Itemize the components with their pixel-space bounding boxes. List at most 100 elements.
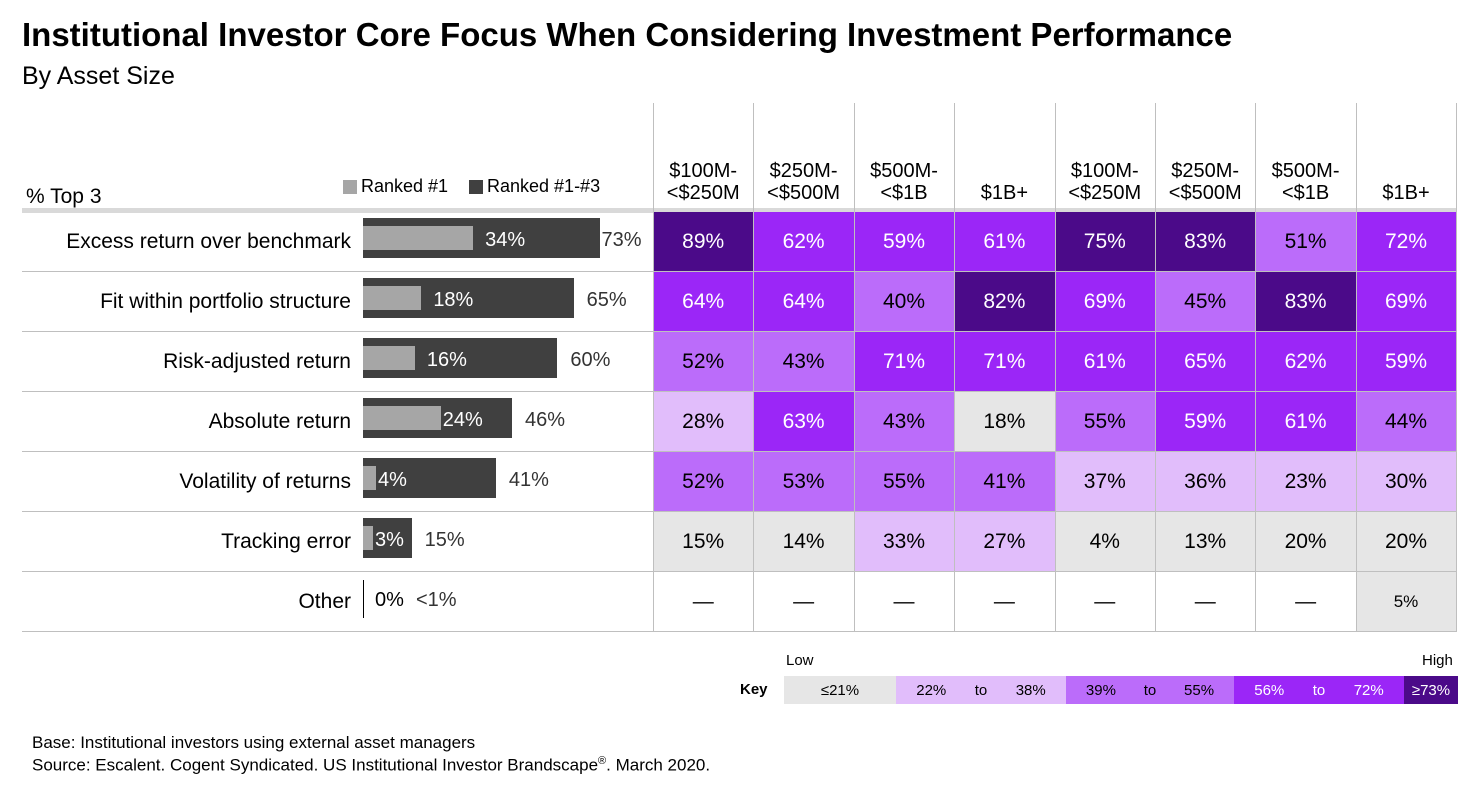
heatmap-cell: 5% (1355, 572, 1457, 632)
column-divider (653, 103, 654, 632)
column-header-line2: $1B+ (1382, 182, 1430, 204)
key-bin-from: 39% (1085, 681, 1116, 699)
row-divider (22, 391, 1456, 392)
chart-subtitle: By Asset Size (22, 62, 175, 90)
heatmap-cell: 4% (1054, 512, 1155, 572)
bar-ranked-1 (363, 406, 441, 430)
column-header-text: $1B+ (981, 182, 1028, 204)
row-label: Risk-adjusted return (163, 350, 351, 373)
key-high-label: High (1422, 652, 1453, 669)
legend-rank13-label: Ranked #1-#3 (487, 176, 601, 196)
heatmap-cell: 15% (653, 512, 754, 572)
key-bin-to: 55% (1184, 681, 1215, 699)
stub-label: % Top 3 (26, 185, 102, 208)
column-header-line1: $500M- (870, 160, 938, 182)
heatmap-cell: 65% (1155, 332, 1256, 392)
heatmap-cell: 59% (1155, 392, 1256, 452)
bar-label-ranked-1-3: 15% (424, 529, 465, 551)
column-header-text: $100M- <$250M (667, 160, 740, 204)
heatmap-cell: 13% (1155, 512, 1256, 572)
column-header: $1B+ (1356, 158, 1456, 204)
heatmap-cell: — (653, 572, 754, 632)
heatmap-cell: 14% (753, 512, 854, 572)
column-header-line2: <$1B (880, 182, 928, 204)
row-divider (22, 571, 1456, 572)
heatmap-cell: 52% (653, 332, 754, 392)
heatmap-cell: 75% (1054, 212, 1155, 272)
row-label: Fit within portfolio structure (100, 290, 351, 313)
heatmap-cell: 18% (954, 392, 1055, 452)
column-header-text: $100M- <$250M (1068, 160, 1141, 204)
column-header-text: $250M- <$500M (1169, 160, 1242, 204)
heatmap-cell: 62% (753, 212, 854, 272)
footer-base: Base: Institutional investors using exte… (32, 733, 476, 752)
key-bin: 39% to 55% (1066, 676, 1234, 704)
heatmap-cell: 59% (1355, 332, 1457, 392)
heatmap-cell: 59% (853, 212, 955, 272)
bar-ranked-1 (363, 226, 474, 250)
heatmap-cell: 71% (853, 332, 955, 392)
heatmap-cell: 20% (1355, 512, 1457, 572)
heatmap-cell: 37% (1054, 452, 1155, 512)
heatmap-cell: 23% (1255, 452, 1356, 512)
bar-label-ranked-1-3: 73% (601, 229, 642, 251)
column-header: $250M- <$500M (1155, 158, 1255, 204)
bar-ranked-1 (363, 286, 422, 310)
bar-ranked-1 (363, 526, 373, 550)
bar-label-ranked-1: 4% (377, 469, 407, 491)
key-bin: 56% to 72% (1234, 676, 1404, 704)
column-header-line2: <$250M (1068, 182, 1142, 204)
heatmap-cell: 40% (853, 272, 955, 332)
column-header: $250M- <$500M (753, 158, 853, 204)
heatmap-cell: 53% (753, 452, 854, 512)
row-divider (22, 631, 1456, 632)
bar-ranked-1 (363, 466, 376, 490)
heatmap-cell: — (1054, 572, 1155, 632)
heatmap-cell: 43% (753, 332, 854, 392)
column-divider (1055, 103, 1056, 632)
bar-label-ranked-1: 0% (375, 589, 404, 611)
key-bin-to: ≤21% (820, 681, 860, 699)
column-header: $500M- <$1B (854, 158, 954, 204)
key-bin-from: 22% (916, 681, 947, 699)
heatmap-cell: — (954, 572, 1055, 632)
column-divider (954, 103, 955, 632)
column-header: $1B+ (954, 158, 1054, 204)
heatmap-cell: 69% (1054, 272, 1155, 332)
heatmap-cell: 64% (653, 272, 754, 332)
bar-label-ranked-1-3: 60% (570, 349, 611, 371)
bar-label-ranked-1-3: 41% (508, 469, 549, 491)
key-bin: ≥73% (1404, 676, 1458, 704)
footer-source-mark: ® (598, 755, 607, 767)
key-bin-to-word: to (1312, 681, 1326, 699)
bar-label-ranked-1-3: 65% (586, 289, 627, 311)
heatmap-cell: — (1155, 572, 1256, 632)
column-divider (1456, 103, 1457, 632)
heatmap-cell: 61% (1054, 332, 1155, 392)
heatmap-cell: 36% (1155, 452, 1256, 512)
bar-label-ranked-1: 16% (426, 349, 467, 371)
bar-label-ranked-1: 24% (442, 409, 483, 431)
heatmap-cell: 63% (753, 392, 854, 452)
heatmap-cell: 43% (853, 392, 955, 452)
heatmap-cell: — (1255, 572, 1356, 632)
heatmap-cell: 89% (653, 212, 754, 272)
key-bin-to-word: to (1143, 681, 1157, 699)
heatmap-cell: 55% (1054, 392, 1155, 452)
bar-label-ranked-1: 18% (433, 289, 474, 311)
heatmap-cell: 27% (954, 512, 1055, 572)
column-divider (1356, 103, 1357, 632)
column-header: $500M- <$1B (1255, 158, 1355, 204)
heatmap-cell: 41% (954, 452, 1055, 512)
key-bin-to: 38% (1015, 681, 1046, 699)
heatmap-cell: 52% (653, 452, 754, 512)
column-header-line2: <$1B (1281, 182, 1330, 204)
heatmap-cell: 61% (954, 212, 1055, 272)
column-header-line2: $1B+ (980, 182, 1029, 204)
column-divider (1155, 103, 1156, 632)
column-header-line1: $500M- (1271, 160, 1340, 182)
heatmap-cell: 20% (1255, 512, 1356, 572)
column-header-text: $1B+ (1382, 182, 1429, 204)
group-header-pension: Pension (815, 109, 891, 132)
legend-rank1: Ranked #1 (343, 176, 448, 197)
